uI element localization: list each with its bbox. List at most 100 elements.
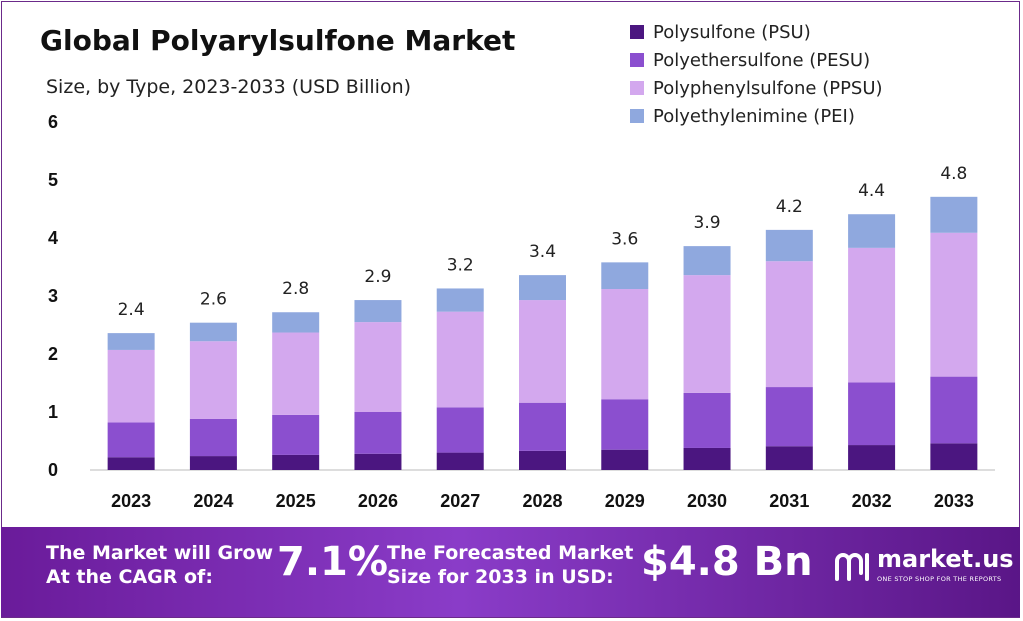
bar-segment-ppsu [272, 332, 320, 415]
bar-total-label: 3.2 [447, 255, 474, 275]
bar-segment-psu [436, 452, 484, 470]
bar-segment-psu [601, 449, 649, 470]
x-tick-label: 2024 [193, 491, 233, 511]
bar-segment-ppsu [601, 289, 649, 400]
legend-swatch-pei [630, 109, 644, 123]
legend-item-ppsu: Polyphenylsulfone (PPSU) [630, 74, 883, 102]
footer-banner: The Market will Grow At the CAGR of: 7.1… [1, 527, 1020, 617]
market-us-logo-icon [835, 553, 869, 581]
bar-segment-psu [683, 447, 731, 470]
bar-segment-pei [519, 275, 566, 301]
legend-item-pei: Polyethylenimine (PEI) [630, 102, 883, 130]
bar-segment-pesu [848, 382, 896, 446]
bar-segment-psu [107, 457, 155, 470]
bar-segment-ppsu [683, 275, 731, 393]
x-tick-label: 2032 [852, 491, 892, 511]
legend-item-psu: Polysulfone (PSU) [630, 18, 883, 46]
bar-total-label: 2.4 [118, 300, 145, 320]
x-tick-label: 2030 [687, 491, 727, 511]
cagr-value: 7.1% [277, 539, 388, 585]
bar-total-label: 4.8 [940, 164, 967, 184]
legend-swatch-ppsu [630, 81, 644, 95]
bar-segment-ppsu [848, 247, 896, 383]
bar-segment-pesu [601, 399, 649, 450]
bar-segment-pesu [436, 407, 484, 453]
bar-segment-pesu [519, 402, 566, 451]
chart-subtitle: Size, by Type, 2023-2033 (USD Billion) [46, 76, 412, 98]
bar-segment-pesu [189, 418, 237, 457]
bar-segment-psu [354, 453, 402, 470]
bar-segment-ppsu [436, 311, 484, 408]
legend-label-pei: Polyethylenimine (PEI) [653, 105, 855, 127]
bar-segment-ppsu [930, 232, 978, 377]
legend-label-pesu: Polyethersulfone (PESU) [653, 49, 871, 71]
bar-segment-pesu [272, 414, 320, 455]
bar-segment-ppsu [765, 261, 813, 388]
bar-total-label: 2.9 [364, 267, 391, 287]
forecast-text-line1: The Forecasted Market [387, 542, 634, 564]
bar-segment-pei [272, 312, 320, 333]
legend-swatch-pesu [630, 53, 644, 67]
legend-label-ppsu: Polyphenylsulfone (PPSU) [653, 77, 883, 99]
y-tick-label: 6 [48, 112, 58, 132]
forecast-text-line2: Size for 2033 in USD: [387, 566, 614, 588]
bar-segment-pei [189, 322, 237, 342]
y-tick-label: 4 [48, 228, 58, 248]
bar-segment-pesu [930, 376, 978, 444]
bar-segment-pei [107, 333, 155, 350]
chart-title: Global Polyarylsulfone Market [40, 24, 516, 57]
x-tick-label: 2033 [934, 491, 974, 511]
bar-segment-pesu [683, 392, 731, 448]
bar-segment-psu [848, 445, 896, 470]
bar-segment-pesu [765, 387, 813, 447]
x-tick-label: 2031 [769, 491, 809, 511]
bar-total-label: 2.6 [200, 290, 227, 310]
bar-segment-psu [930, 443, 978, 470]
bar-segment-pesu [354, 412, 402, 454]
x-tick-label: 2029 [605, 491, 645, 511]
logo-name: market.us [877, 545, 1014, 573]
bar-segment-pei [683, 246, 731, 276]
logo-tagline: ONE STOP SHOP FOR THE REPORTS [877, 575, 1002, 583]
forecast-value: $4.8 Bn [641, 539, 813, 585]
y-tick-label: 5 [48, 170, 58, 190]
bar-segment-pesu [107, 422, 155, 458]
chart-legend: Polysulfone (PSU) Polyethersulfone (PESU… [630, 18, 883, 130]
market-us-logo: market.us ONE STOP SHOP FOR THE REPORTS [833, 545, 1014, 595]
bar-total-label: 3.4 [529, 242, 556, 262]
bar-segment-pei [930, 196, 978, 233]
bar-segment-pei [354, 300, 402, 323]
y-tick-label: 0 [48, 460, 58, 480]
bar-segment-ppsu [107, 349, 155, 423]
bar-total-label: 4.2 [776, 197, 803, 217]
x-tick-label: 2023 [111, 491, 151, 511]
stacked-bar-chart: 0 1 2 3 4 5 6 2.4 2023 2.6 2024 2.8 2025 2.9 2026 3.2 20… [48, 112, 995, 511]
bar-segment-ppsu [519, 300, 566, 403]
bar-segment-pei [765, 229, 813, 262]
bar-segment-ppsu [189, 341, 237, 419]
y-tick-label: 1 [48, 402, 58, 422]
bar-segment-psu [272, 454, 320, 470]
bar-total-label: 2.8 [282, 279, 309, 299]
x-tick-label: 2027 [440, 491, 480, 511]
x-tick-label: 2025 [276, 491, 316, 511]
y-tick-label: 3 [48, 286, 58, 306]
bar-segment-pei [601, 262, 649, 290]
bar-segment-psu [765, 446, 813, 470]
bar-total-label: 3.6 [611, 229, 638, 249]
x-tick-label: 2026 [358, 491, 398, 511]
y-tick-label: 2 [48, 344, 58, 364]
bar-total-label: 4.4 [858, 181, 885, 201]
bar-segment-pei [848, 214, 896, 248]
legend-item-pesu: Polyethersulfone (PESU) [630, 46, 883, 74]
x-tick-label: 2028 [522, 491, 562, 511]
bar-segment-psu [189, 456, 237, 470]
legend-label-psu: Polysulfone (PSU) [653, 21, 811, 43]
cagr-text-line1: The Market will Grow [46, 542, 274, 564]
bar-segment-psu [519, 450, 566, 470]
cagr-text-line2: At the CAGR of: [46, 566, 213, 588]
bar-total-label: 3.9 [694, 213, 721, 233]
bar-segment-ppsu [354, 322, 402, 412]
legend-swatch-psu [630, 25, 644, 39]
